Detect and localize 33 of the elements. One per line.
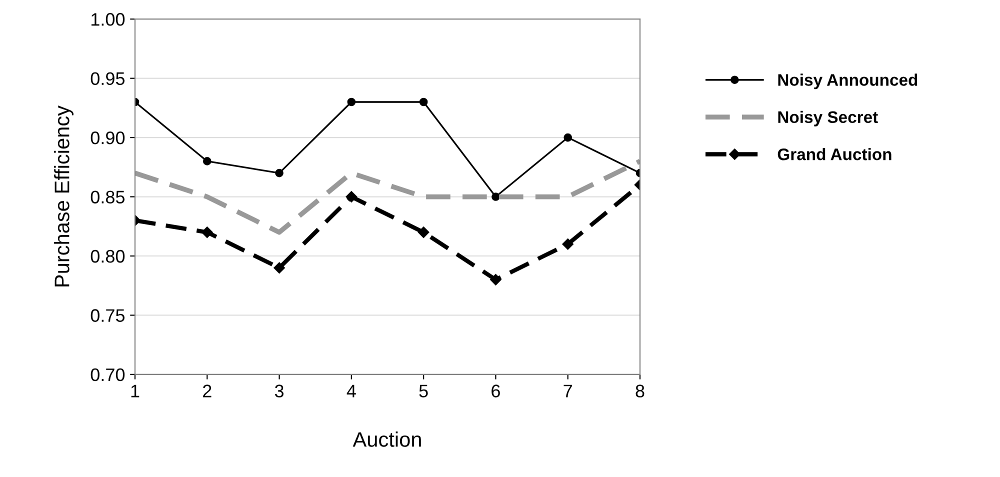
- point: [275, 168, 284, 178]
- y-axis-title: Purchase Efficiency: [54, 106, 74, 286]
- legend-label: Grand Auction: [778, 148, 892, 160]
- legend-label: Noisy Secret: [778, 110, 878, 126]
- point: [202, 157, 212, 166]
- x-tick-label: 2: [203, 384, 212, 398]
- point: [347, 98, 356, 106]
- x-tick-label: 3: [274, 384, 284, 398]
- x-axis-title: Auction: [352, 432, 421, 447]
- y-tick-label: 0.75: [90, 309, 125, 322]
- point: [274, 262, 285, 274]
- y-tick-label: 0.90: [90, 131, 125, 144]
- y-tick-label: 0.85: [90, 190, 125, 204]
- point: [418, 226, 430, 238]
- x-tick-label: 1: [131, 384, 140, 398]
- y-tick-label: 1.00: [92, 13, 125, 26]
- line-series: [135, 158, 640, 235]
- x-tick-label: 5: [419, 384, 428, 398]
- legend-label: Noisy Announced: [778, 74, 918, 90]
- point: [490, 274, 502, 286]
- point: [562, 238, 574, 250]
- y-tick-label: 0.70: [90, 368, 125, 382]
- y-tick-label: 0.95: [90, 72, 125, 86]
- point: [346, 191, 358, 202]
- y-tick-label: 0.80: [90, 250, 125, 263]
- x-tick-label: 6: [492, 384, 500, 398]
- point: [492, 192, 500, 201]
- x-tick-label: 7: [564, 384, 572, 398]
- point: [419, 98, 428, 106]
- x-tick-label: 4: [346, 384, 356, 398]
- x-tick-label: 8: [636, 384, 644, 398]
- point: [202, 226, 213, 238]
- point: [564, 133, 572, 142]
